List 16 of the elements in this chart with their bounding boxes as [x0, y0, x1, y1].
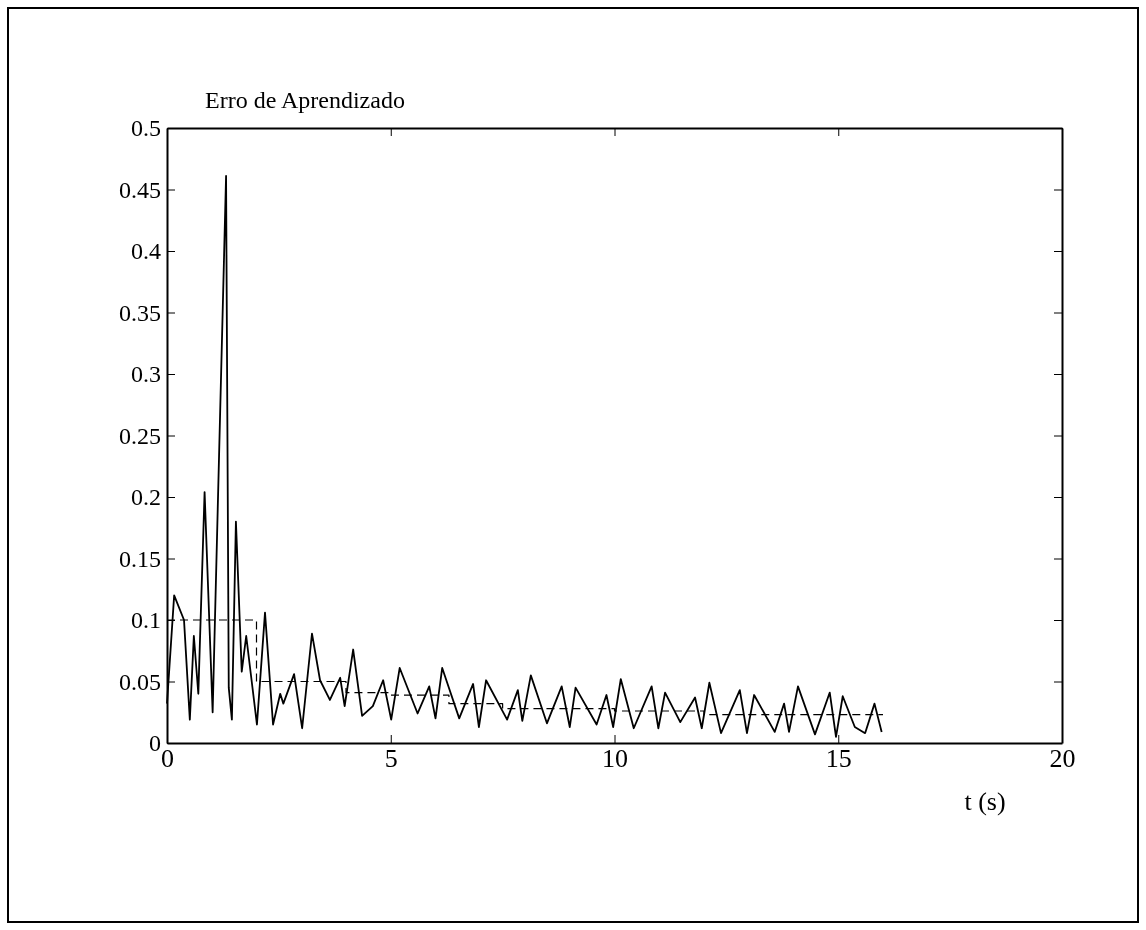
x-axis-title: t (s): [964, 787, 1006, 816]
x-tick-label: 20: [1049, 744, 1076, 774]
y-tick-label: 0.25: [119, 422, 161, 449]
y-tick-label: 0.35: [119, 299, 161, 326]
y-tick-label: 0.15: [119, 545, 161, 572]
x-tick-label: 5: [384, 744, 398, 774]
y-tick-label: 0.2: [131, 484, 161, 511]
y-tick-label: 0.05: [119, 668, 161, 695]
y-tick-label: 0.45: [119, 176, 161, 203]
x-tick-label: 10: [602, 744, 628, 774]
y-tick-label: 0.1: [131, 607, 161, 634]
y-tick-label: 0.4: [131, 238, 161, 265]
y-tick-label: 0.5: [131, 115, 161, 142]
x-tick-label: 15: [825, 744, 852, 774]
chart-title: Erro de Aprendizado: [205, 87, 405, 113]
y-tick-label: 0.3: [131, 361, 161, 388]
